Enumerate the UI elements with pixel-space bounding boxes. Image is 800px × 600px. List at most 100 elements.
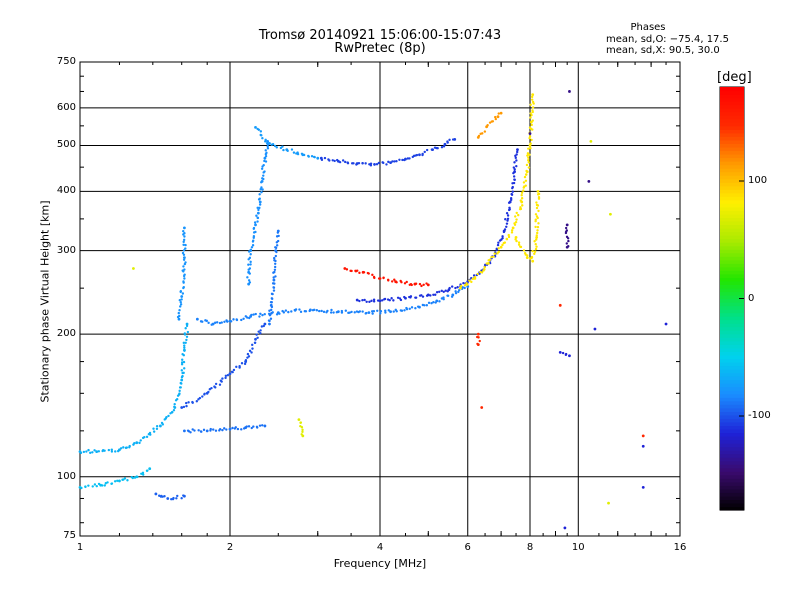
- data-point: [526, 154, 529, 157]
- data-point: [369, 162, 373, 165]
- data-point: [531, 106, 535, 109]
- data-point: [528, 153, 531, 156]
- colorbar-segment: [720, 397, 744, 402]
- chart-subtitle: RwPretec (8p): [334, 41, 426, 56]
- colorbar-segment: [720, 108, 744, 113]
- data-point: [370, 299, 373, 303]
- data-point: [223, 427, 226, 430]
- colorbar-segment: [720, 365, 744, 370]
- axis-ticks: [80, 62, 680, 536]
- data-point: [223, 320, 226, 324]
- colorbar-segment: [720, 418, 744, 423]
- data-point: [297, 418, 301, 422]
- data-point: [593, 327, 597, 331]
- colorbar-segment: [720, 326, 744, 331]
- data-point: [161, 495, 164, 498]
- data-point: [270, 308, 273, 312]
- data-point: [260, 186, 263, 189]
- colorbar-segment: [720, 125, 744, 130]
- data-point: [515, 150, 519, 154]
- data-point: [261, 313, 264, 317]
- data-point: [352, 162, 355, 165]
- data-point: [328, 159, 331, 162]
- data-point: [529, 142, 532, 145]
- data-point: [528, 135, 532, 138]
- colorbar-segment: [720, 411, 744, 416]
- data-point: [365, 300, 368, 303]
- data-point: [362, 271, 366, 274]
- data-point: [166, 497, 170, 500]
- data-point: [531, 93, 535, 97]
- data-point: [372, 300, 376, 303]
- data-point: [263, 156, 267, 160]
- data-point: [476, 332, 480, 336]
- data-point: [511, 226, 515, 230]
- data-point: [250, 313, 253, 317]
- data-point: [568, 90, 571, 93]
- data-point: [566, 237, 570, 240]
- data-point: [263, 322, 267, 326]
- data-point: [228, 372, 232, 376]
- data-point: [95, 450, 99, 454]
- data-point: [93, 483, 97, 486]
- colorbar-segment: [720, 421, 744, 426]
- data-point: [91, 451, 94, 454]
- data-point: [508, 206, 511, 209]
- data-point: [176, 494, 179, 498]
- colorbar-segment: [720, 104, 744, 109]
- data-point: [145, 435, 149, 439]
- data-point: [195, 317, 199, 321]
- data-point: [389, 161, 392, 165]
- data-point: [207, 321, 210, 325]
- data-point: [268, 322, 271, 326]
- data-point: [496, 243, 500, 247]
- colorbar-tick-label: -100: [748, 410, 771, 421]
- data-point: [432, 293, 435, 296]
- data-point: [564, 231, 568, 235]
- data-point: [273, 265, 277, 269]
- data-point: [488, 258, 492, 262]
- data-point: [290, 310, 293, 313]
- data-point: [182, 429, 186, 433]
- data-point: [497, 247, 500, 250]
- data-point: [377, 161, 381, 165]
- data-point: [463, 284, 467, 287]
- data-point: [320, 309, 323, 313]
- y-tick-label: 200: [56, 328, 76, 340]
- data-point: [494, 117, 497, 121]
- data-point: [329, 311, 333, 314]
- data-point: [372, 310, 376, 313]
- data-point: [132, 267, 135, 270]
- data-point: [513, 178, 516, 181]
- data-point: [278, 312, 281, 315]
- colorbar-segment: [720, 242, 744, 247]
- data-point: [320, 158, 324, 162]
- colorbar-segment: [720, 407, 744, 412]
- data-point: [524, 179, 528, 183]
- data-point: [403, 282, 407, 285]
- data-point: [336, 310, 340, 314]
- colorbar-segment: [720, 383, 744, 388]
- y-tick-label: 100: [56, 470, 76, 482]
- data-point: [393, 160, 396, 163]
- data-point: [264, 160, 268, 163]
- data-point: [385, 163, 388, 166]
- data-point: [483, 266, 486, 269]
- colorbar-segment: [720, 309, 744, 314]
- data-point: [257, 330, 260, 333]
- phases-legend-o: mean, sd,O: −75.4, 17.5: [606, 34, 729, 45]
- data-point: [346, 161, 349, 164]
- colorbar-segment: [720, 94, 744, 99]
- data-point: [422, 283, 425, 286]
- data-point: [256, 336, 259, 339]
- data-point: [302, 153, 306, 157]
- data-point: [246, 316, 249, 319]
- colorbar-tick-label: 100: [748, 175, 768, 186]
- data-point: [525, 256, 529, 260]
- colorbar-segment: [720, 220, 744, 226]
- data-point: [262, 324, 265, 328]
- data-point: [353, 311, 356, 314]
- data-point: [182, 243, 185, 247]
- data-point: [390, 297, 393, 300]
- data-point: [252, 425, 255, 428]
